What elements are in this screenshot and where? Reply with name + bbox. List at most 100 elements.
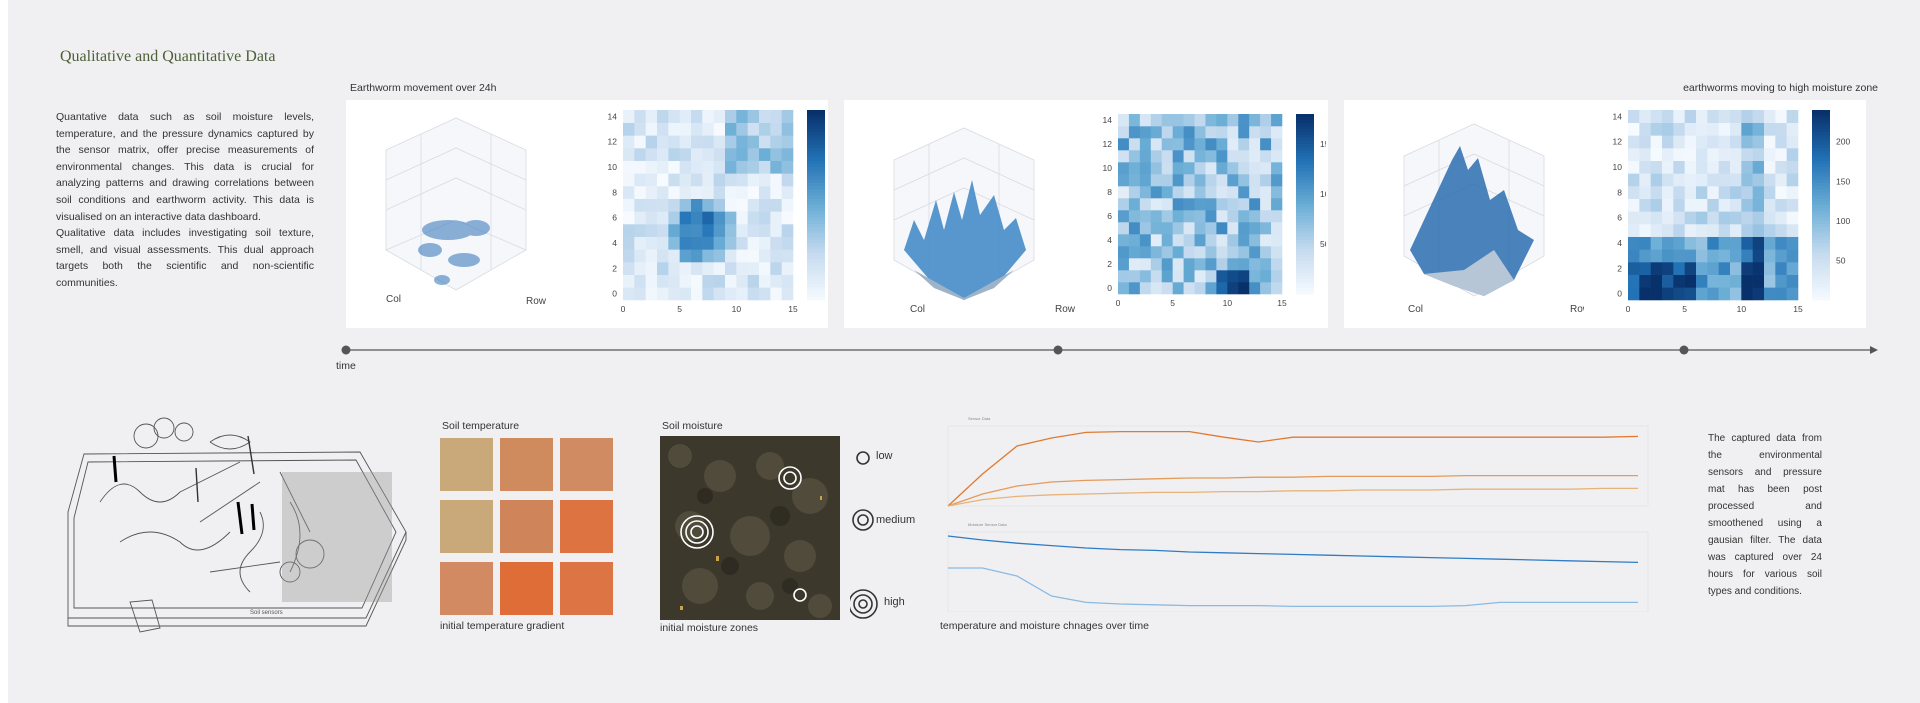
heatmap-cell <box>1684 236 1697 250</box>
heatmap-cell <box>1271 138 1283 151</box>
timeline-label: time <box>336 360 356 372</box>
heatmap-cell <box>736 160 748 174</box>
temperature-swatch <box>500 562 553 615</box>
colorbar-step <box>1812 274 1830 279</box>
heatmap-cell <box>1764 186 1776 199</box>
heatmap-cell <box>702 110 714 123</box>
heatmap-y-tick: 12 <box>1103 139 1113 149</box>
heatmap-cell <box>1639 287 1651 301</box>
heatmap-cell <box>1650 211 1663 225</box>
heatmap-cell <box>1216 162 1228 175</box>
heatmap-cell <box>1696 135 1708 149</box>
soil-moisture-label: Soil moisture <box>662 420 723 432</box>
heatmap-cell <box>1752 274 1765 288</box>
colorbar-step <box>807 252 825 257</box>
colorbar-step <box>1296 246 1314 250</box>
heatmap-cell <box>1696 249 1708 263</box>
heatmap-cell <box>747 186 760 199</box>
timeline-marker-end[interactable] <box>1679 345 1689 355</box>
colorbar-step <box>1812 116 1830 120</box>
colorbar-step <box>1296 156 1314 160</box>
heatmap-cell <box>1764 160 1776 174</box>
heatmap-cell <box>1118 270 1130 283</box>
heatmap-cell <box>1238 222 1250 235</box>
heatmap-cell <box>634 135 646 149</box>
colorbar-step <box>1812 217 1830 222</box>
heatmap-cell <box>1118 174 1130 187</box>
heatmap-cell <box>1183 270 1195 283</box>
heatmap-cell <box>1696 274 1708 288</box>
heatmap-cell <box>1271 126 1283 139</box>
high-moisture-icon <box>850 589 878 619</box>
heatmap-cell <box>1271 162 1283 175</box>
timeline-marker-start[interactable] <box>341 345 351 355</box>
heatmap-cell <box>1139 186 1152 199</box>
heatmap-cell <box>1730 198 1742 212</box>
heatmap-cell <box>1673 211 1685 225</box>
heatmap-cell <box>1249 198 1261 211</box>
heatmap-cell <box>691 249 703 263</box>
heatmap-cell <box>1183 222 1195 235</box>
colorbar-step <box>1812 290 1830 295</box>
heatmap-cell <box>1775 287 1787 301</box>
heatmap-cell <box>691 186 703 199</box>
heatmap-cell <box>1238 186 1250 199</box>
colorbar-step <box>807 141 825 146</box>
heatmap-cell <box>1718 135 1731 149</box>
heatmap-cell <box>1216 174 1228 187</box>
heatmap-cell <box>1673 249 1685 263</box>
heatmap-y-tick: 2 <box>612 263 617 273</box>
colorbar-step <box>1296 291 1314 295</box>
colorbar-step <box>1812 122 1830 127</box>
soil-box-illustration: Soil sensors <box>67 417 407 633</box>
heatmap-cell <box>691 287 703 301</box>
heatmap-cell <box>645 236 658 250</box>
heatmap-cell <box>1238 210 1250 223</box>
colorbar-step <box>807 122 825 127</box>
heatmap-cell <box>1639 173 1651 187</box>
heatmap-cell <box>1639 110 1651 123</box>
heatmap-cell <box>1205 210 1217 223</box>
heatmap-cell <box>1249 186 1261 199</box>
heatmap-cell <box>1752 135 1765 149</box>
heatmap-cell <box>1707 262 1719 275</box>
colorbar-step <box>1296 159 1314 163</box>
heatmap-cell <box>1639 122 1651 136</box>
heatmap-cell <box>1696 224 1708 237</box>
heatmap-cell <box>1128 246 1141 259</box>
heatmap-cell <box>1183 246 1195 259</box>
timeline-marker-mid[interactable] <box>1053 345 1063 355</box>
heatmap-cell <box>1172 198 1184 211</box>
heatmap-cell <box>759 274 771 288</box>
heatmap-cell <box>1718 287 1731 301</box>
line-series <box>948 567 1638 608</box>
heatmap-cell <box>1238 162 1250 175</box>
heatmap-cell <box>781 135 794 149</box>
heatmap-cell <box>1718 211 1731 225</box>
colorbar-step <box>807 116 825 120</box>
heatmap-cell <box>1205 114 1217 127</box>
heatmap-cell <box>1139 126 1152 139</box>
heatmap-cell <box>736 135 748 149</box>
heatmap-cell <box>1205 162 1217 175</box>
heatmap-cell <box>634 224 646 237</box>
heatmap-cell <box>1628 262 1640 275</box>
heatmap-cell <box>1271 282 1283 295</box>
heatmap-cell <box>702 224 714 237</box>
colorbar-step <box>1296 168 1314 172</box>
heatmap-y-tick: 12 <box>608 137 618 147</box>
heatmap-cell <box>1650 186 1663 199</box>
heatmap-cell <box>679 249 692 263</box>
heatmap-cell <box>1227 126 1239 139</box>
colorbar-step <box>1296 261 1314 265</box>
colorbar-step <box>1812 186 1830 190</box>
heatmap-cell <box>1249 234 1261 247</box>
heatmap-cell <box>1639 198 1651 212</box>
heatmap-cell <box>1707 135 1719 149</box>
heatmap-cell <box>1139 210 1152 223</box>
heatmap-cell <box>1684 274 1697 288</box>
heatmap-cell <box>1216 222 1228 235</box>
colorbar-step <box>807 236 825 241</box>
heatmap-cell <box>634 122 646 136</box>
